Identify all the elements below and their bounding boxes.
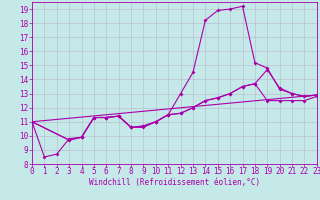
X-axis label: Windchill (Refroidissement éolien,°C): Windchill (Refroidissement éolien,°C) <box>89 178 260 187</box>
